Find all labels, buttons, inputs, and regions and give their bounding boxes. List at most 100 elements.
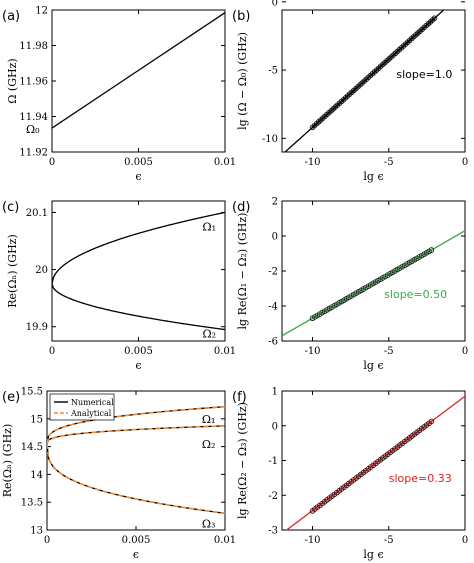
panel-label: (e): [2, 390, 20, 405]
marker-group: [309, 247, 435, 322]
panel-e: 0 0.005 0.01 13 13.5 14 14.5 15 15.5 ϵ Re(Ωₙ) (GHz…: [1, 387, 236, 562]
x-axis-label: ϵ: [135, 170, 141, 183]
y-tick-label: 19.9: [26, 322, 48, 333]
series-line: [52, 12, 225, 129]
x-tick-label: 0.005: [122, 535, 151, 546]
y-tick-label: 14: [30, 470, 43, 481]
y-tick-label: 15: [30, 414, 43, 425]
y-tick-label: 15.5: [21, 387, 43, 398]
x-tick-label: -5: [384, 157, 394, 168]
y-tick-label: 0: [272, 0, 278, 8]
y-axis-label: lg Re(Ω₁ − Ω₂) (GHz): [236, 213, 249, 330]
curve-label: Ω₃: [202, 517, 216, 530]
legend-entry: Analytical: [70, 409, 112, 418]
panel-label: (a): [2, 9, 20, 24]
panel-a: 0 0.005 0.01 11.92 11.94 11.96 11.98 12 ϵ Ω (GHz)…: [2, 6, 236, 184]
data-point: [428, 418, 435, 425]
y-tick-label: 11.92: [19, 148, 48, 159]
x-tick-label: 0.01: [214, 157, 236, 168]
y-tick-label: 0: [272, 232, 278, 243]
y-tick-label: 0: [272, 421, 278, 432]
data-point: [431, 15, 438, 21]
data-point: [428, 247, 435, 253]
x-tick-label: 0: [462, 157, 468, 168]
series-line: [52, 211, 225, 285]
plot-area: [47, 405, 225, 515]
panel-label: (c): [2, 200, 19, 215]
y-tick-label: 20.1: [26, 208, 48, 219]
axes-box: [281, 390, 466, 531]
y-tick-label: 11.96: [19, 77, 48, 88]
y-tick-label: -6: [268, 337, 278, 348]
x-tick-label: 0: [462, 535, 468, 546]
curve-label: Ω₁: [203, 221, 217, 234]
series-line: [47, 425, 225, 445]
x-tick-label: 0.01: [214, 346, 236, 357]
x-axis-label: lg ϵ: [363, 359, 383, 372]
series-line: [47, 425, 225, 445]
panel-label: (d): [232, 200, 250, 215]
slope-annotation: slope=1.0: [396, 68, 452, 81]
x-tick-label: -10: [304, 157, 320, 168]
x-tick-label: 0: [49, 157, 55, 168]
x-axis-label: lg ϵ: [363, 548, 383, 561]
series-line: [47, 405, 225, 444]
x-tick-label: 0.01: [214, 535, 236, 546]
y-tick-label: -2: [268, 491, 278, 502]
slope-annotation: slope=0.33: [389, 472, 452, 485]
y-axis-label: Re(Ωₙ) (GHz): [1, 424, 14, 498]
x-axis-label: ϵ: [135, 359, 141, 372]
y-axis-label: Re(Ωₙ) (GHz): [6, 234, 19, 308]
axes-box: [51, 200, 226, 342]
x-tick-label: 0: [44, 535, 50, 546]
series-line: [47, 443, 225, 515]
y-axis-label: lg Re(Ω₂ − Ω₃) (GHz): [236, 402, 249, 519]
y-axis-label: lg (Ω − Ω₀) (GHz): [236, 32, 249, 130]
plot-area: [52, 12, 225, 129]
y-tick-label: 20: [35, 265, 48, 276]
marker-group: [309, 418, 435, 514]
panel-b: -10 -5 0 -10 -5 0 lg ϵ lg (Ω − Ω₀) (GHz) (b) slop…: [232, 0, 468, 183]
x-tick-label: -10: [304, 346, 320, 357]
legend: Numerical Analytical: [49, 393, 115, 421]
y-axis-label: Ω (GHz): [6, 58, 19, 103]
plot-area: [282, 230, 465, 337]
x-tick-label: -5: [384, 535, 394, 546]
y-tick-label: -1: [268, 456, 278, 467]
series-line: [47, 443, 225, 514]
y-tick-label: 12: [35, 6, 48, 17]
y-tick-label: 11.98: [19, 41, 48, 52]
curve-label: Ω₂: [202, 438, 216, 451]
series-line: [52, 283, 225, 331]
y-tick-label: -3: [268, 526, 278, 537]
y-tick-label: 13: [30, 526, 43, 537]
y-tick-label: -2: [268, 267, 278, 278]
y-tick-label: 13.5: [21, 498, 43, 509]
x-tick-label: 0: [49, 346, 55, 357]
legend-entry: Numerical: [71, 398, 114, 407]
y-tick-label: -4: [268, 302, 278, 313]
curve-label: Ω₁: [202, 413, 216, 426]
y-tick-label: 14.5: [21, 442, 43, 453]
x-tick-label: -10: [304, 535, 320, 546]
curve-label: Ω₂: [203, 328, 217, 341]
axes-box: [51, 9, 226, 153]
panel-label: (f): [232, 390, 247, 405]
plot-area: [285, 395, 465, 530]
legend-box: [49, 393, 115, 421]
y-tick-label: -5: [268, 66, 278, 77]
x-tick-label: 0: [462, 346, 468, 357]
y-tick-label: 2: [272, 197, 278, 208]
axes-box: [281, 9, 466, 153]
marker-group: [309, 15, 438, 131]
plot-area: [284, 10, 445, 152]
panel-d: -10 -5 0 -6 -4 -2 0 2 lg ϵ lg Re(Ω₁ − Ω₂) (GHz)(d…: [232, 197, 468, 373]
panel-label: (b): [232, 9, 250, 24]
x-axis-label: lg ϵ: [363, 170, 383, 183]
x-tick-label: 0.005: [124, 157, 153, 168]
slope-annotation: slope=0.50: [384, 288, 447, 301]
x-tick-label: 0.005: [124, 346, 153, 357]
curve-label: Ω₀: [26, 123, 40, 136]
